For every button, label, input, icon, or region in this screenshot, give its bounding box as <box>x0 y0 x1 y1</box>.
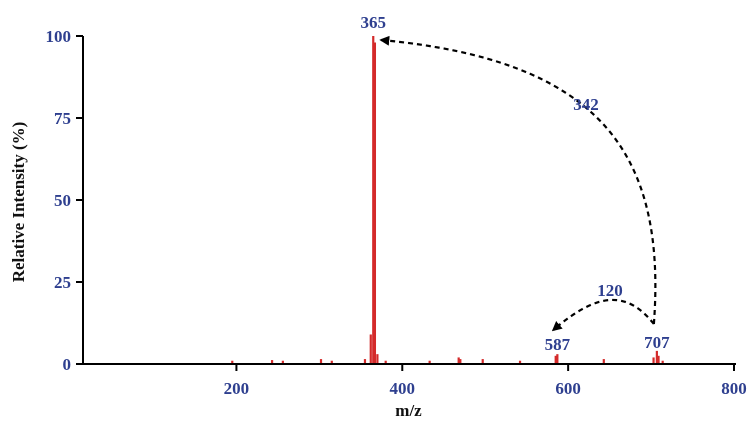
x-axis-ticks: 200 400 600 800 <box>224 364 747 398</box>
neutral-loss-arrow-120 <box>551 298 655 332</box>
neutral-loss-arrow-342 <box>379 35 657 325</box>
y-axis-title: Relative Intensity (%) <box>9 122 28 283</box>
x-axis-title: m/z <box>395 401 422 420</box>
y-tick-label: 50 <box>54 191 71 210</box>
x-tick-label: 600 <box>555 379 581 398</box>
peak-label: 365 <box>361 13 387 32</box>
x-tick-label: 400 <box>390 379 416 398</box>
neutral-loss-label: 120 <box>597 281 623 300</box>
spectrum-peaks <box>231 36 664 364</box>
y-tick-label: 25 <box>54 273 71 292</box>
x-tick-label: 800 <box>721 379 747 398</box>
neutral-loss-label: 342 <box>573 95 599 114</box>
annotations: 365 587 707 342 120 <box>361 13 671 354</box>
y-tick-label: 100 <box>46 27 72 46</box>
y-tick-label: 75 <box>54 109 71 128</box>
peak-label: 707 <box>644 333 670 352</box>
y-axis-ticks: 0 25 50 75 100 <box>46 27 83 374</box>
peak-label: 587 <box>545 335 571 354</box>
y-tick-label: 0 <box>63 355 72 374</box>
x-tick-label: 200 <box>224 379 250 398</box>
